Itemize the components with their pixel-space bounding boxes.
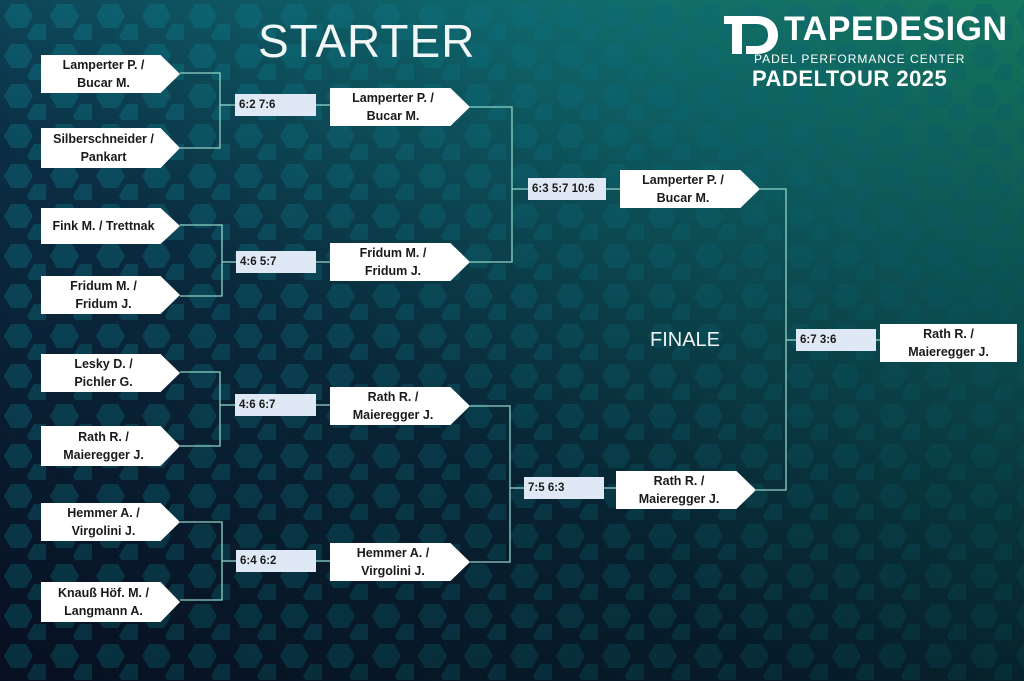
- round2-team-2: Fridum M. / Fridum J.: [330, 243, 470, 281]
- round2-score-1: 6:3 5:7 10:6: [528, 178, 606, 200]
- team-line2: Maieregger J.: [908, 345, 989, 359]
- team-line2: Maieregger J.: [352, 408, 434, 422]
- team-line2: Langmann A.: [64, 604, 143, 618]
- round1-score-4: 6:4 6:2: [236, 550, 316, 572]
- team-line1: Lamperter P. /: [352, 91, 434, 105]
- round1-score-2: 4:6 5:7: [236, 251, 316, 273]
- round1-team-1: Lamperter P. / Bucar M.: [41, 55, 180, 93]
- round2-team-3: Rath R. / Maieregger J.: [330, 387, 470, 425]
- team-line1: Rath R. /: [367, 390, 419, 404]
- team-line2: Pankart: [80, 150, 127, 164]
- team-line1: Silberschneider /: [53, 132, 154, 146]
- round1-team-3: Fink M. / Trettnak: [41, 208, 180, 244]
- td-monogram-icon: [724, 16, 778, 54]
- team-line2: Fridum J.: [75, 297, 132, 311]
- round2-score-2: 7:5 6:3: [524, 477, 604, 499]
- team-line1: Hemmer A. /: [356, 546, 430, 560]
- team-line1: Hemmer A. /: [67, 506, 140, 520]
- team-line1: Lamperter P. /: [642, 173, 724, 187]
- team-line2: Maieregger J.: [638, 492, 720, 506]
- team-line2: Bucar M.: [77, 76, 130, 90]
- team-line2: Virgolini J.: [361, 564, 425, 578]
- team-line1: Fridum M. /: [70, 279, 137, 293]
- round1-score-3: 4:6 6:7: [235, 394, 316, 416]
- round1-team-4: Fridum M. / Fridum J.: [41, 276, 180, 314]
- round1-team-7: Hemmer A. / Virgolini J.: [41, 503, 180, 541]
- team-line2: Maieregger J.: [63, 448, 144, 462]
- round2-team-1: Lamperter P. / Bucar M.: [330, 88, 470, 126]
- semi-team-1: Lamperter P. / Bucar M.: [620, 170, 760, 208]
- team-line2: Pichler G.: [74, 375, 133, 389]
- team-line1: Fink M. / Trettnak: [52, 219, 155, 233]
- team-line1: Lamperter P. /: [62, 58, 145, 72]
- team-line2: Fridum J.: [364, 264, 422, 278]
- team-line1: Lesky D. /: [74, 357, 133, 371]
- team-line2: Virgolini J.: [71, 524, 136, 538]
- team-line1: Fridum M. /: [359, 246, 427, 260]
- team-line2: Bucar M.: [366, 109, 420, 123]
- round1-team-6: Rath R. / Maieregger J.: [41, 426, 180, 466]
- winner-team: Rath R. / Maieregger J.: [880, 324, 1017, 362]
- logo-tour-name: PADELTOUR 2025: [752, 66, 948, 91]
- team-line2: Bucar M.: [656, 191, 710, 205]
- team-line1: Knauß Höf. M. /: [58, 586, 149, 600]
- round1-team-2: Silberschneider / Pankart: [41, 128, 180, 168]
- starter-title: STARTER: [258, 15, 476, 67]
- round1-score-1: 6:2 7:6: [235, 94, 316, 116]
- round2-team-4: Hemmer A. / Virgolini J.: [330, 543, 470, 581]
- team-line1: Rath R. /: [653, 474, 705, 488]
- round1-team-5: Lesky D. / Pichler G.: [41, 354, 180, 392]
- final-score: 6:7 3:6: [796, 329, 876, 351]
- tapedesign-logo: TAPEDESIGN PADEL PERFORMANCE CENTER PADE…: [722, 8, 1007, 93]
- finale-label: FINALE: [650, 329, 721, 351]
- logo-subtitle: PADEL PERFORMANCE CENTER: [754, 52, 966, 66]
- team-line1: Rath R. /: [78, 430, 129, 444]
- team-line1: Rath R. /: [923, 327, 974, 341]
- round1-team-8: Knauß Höf. M. / Langmann A.: [41, 582, 180, 622]
- logo-brand-name: TAPEDESIGN: [784, 10, 1008, 48]
- semi-team-2: Rath R. / Maieregger J.: [616, 471, 756, 509]
